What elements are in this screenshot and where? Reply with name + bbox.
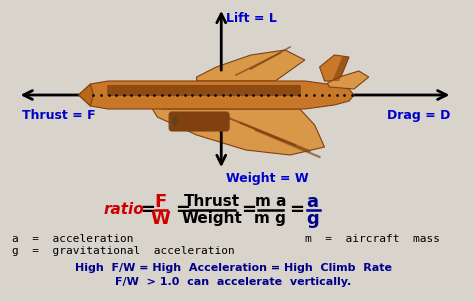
- Ellipse shape: [172, 115, 178, 127]
- Text: g  =  gravitational  acceleration: g = gravitational acceleration: [12, 246, 235, 256]
- Text: F/W  > 1.0  can  accelerate  vertically.: F/W > 1.0 can accelerate vertically.: [115, 277, 351, 287]
- Text: a  =  acceleration: a = acceleration: [12, 234, 133, 244]
- Text: =: =: [140, 201, 155, 219]
- Text: High  F/W = High  Acceleration = High  Climb  Rate: High F/W = High Acceleration = High Clim…: [74, 263, 392, 273]
- Polygon shape: [153, 105, 325, 155]
- FancyBboxPatch shape: [107, 85, 301, 96]
- Text: Drag = D: Drag = D: [387, 109, 450, 122]
- Polygon shape: [79, 84, 93, 106]
- Text: m a: m a: [255, 194, 286, 210]
- FancyBboxPatch shape: [169, 112, 229, 131]
- Text: Lift = L: Lift = L: [226, 12, 277, 25]
- Polygon shape: [319, 55, 349, 81]
- Polygon shape: [332, 57, 349, 81]
- Text: ratio: ratio: [103, 203, 144, 217]
- Text: =: =: [289, 201, 304, 219]
- Text: m  =  aircraft  mass: m = aircraft mass: [305, 234, 440, 244]
- Polygon shape: [197, 50, 305, 81]
- Polygon shape: [79, 81, 354, 109]
- Text: =: =: [175, 201, 190, 219]
- Text: =: =: [241, 201, 256, 219]
- Text: W: W: [150, 210, 170, 228]
- Text: Thrust: Thrust: [184, 194, 240, 210]
- Text: F: F: [154, 193, 166, 211]
- Text: g: g: [306, 210, 319, 228]
- Text: m g: m g: [255, 211, 286, 226]
- Polygon shape: [328, 71, 369, 89]
- Text: a: a: [307, 193, 319, 211]
- Text: Weight: Weight: [182, 211, 243, 226]
- Text: Thrust = F: Thrust = F: [22, 109, 95, 122]
- Text: Weight = W: Weight = W: [226, 172, 309, 185]
